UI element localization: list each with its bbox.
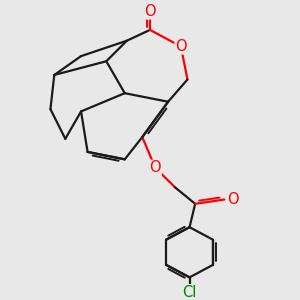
Text: O: O	[175, 39, 187, 54]
Text: O: O	[227, 192, 239, 207]
Text: O: O	[144, 4, 156, 19]
Text: O: O	[149, 160, 161, 175]
Text: Cl: Cl	[182, 285, 197, 300]
